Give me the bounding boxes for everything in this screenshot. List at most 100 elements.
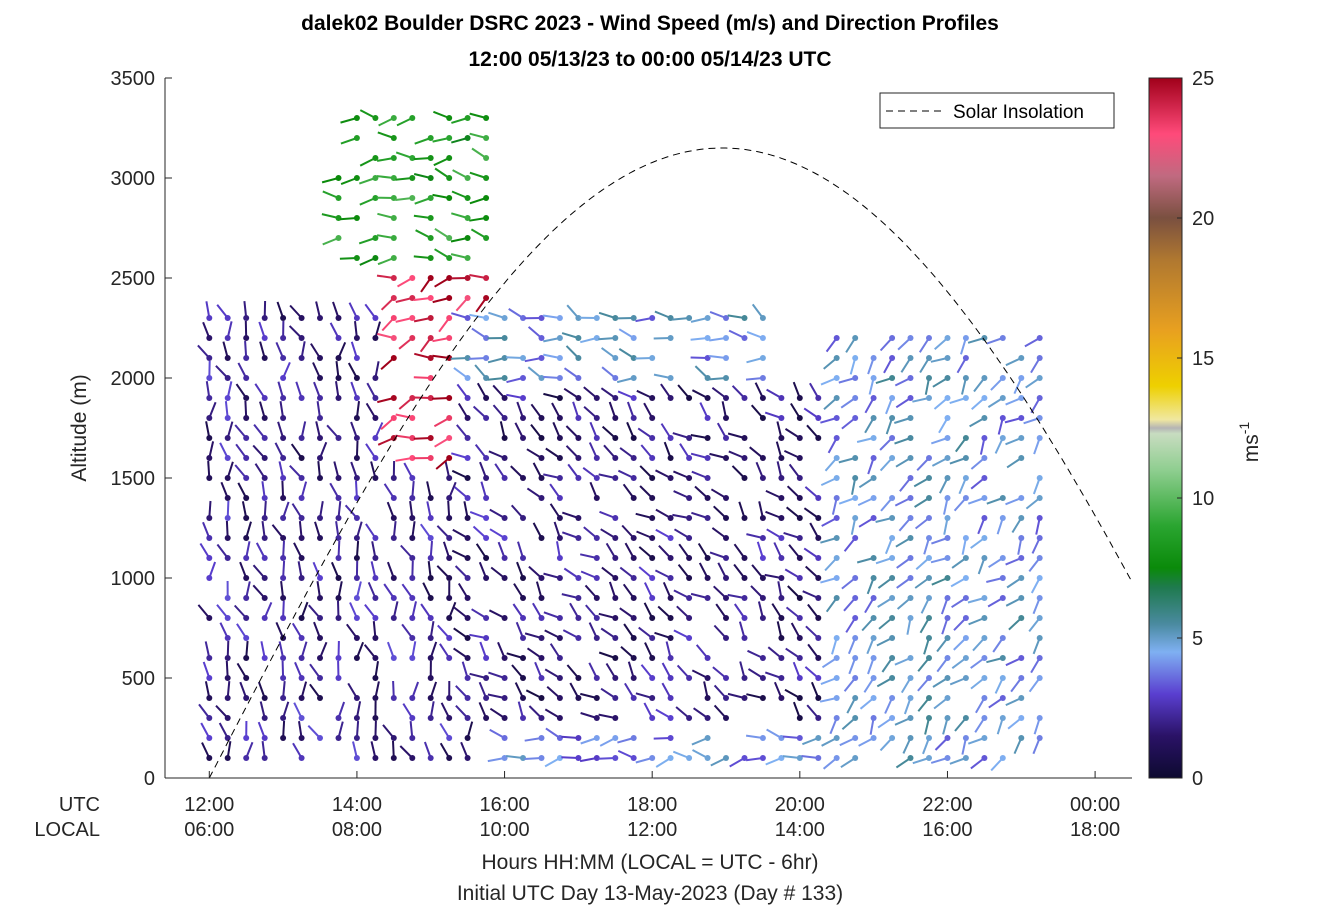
wind-barb-dot [741,755,748,761]
wind-barb-dot [630,655,637,661]
wind-barb-dot [852,395,859,401]
wind-barb-dot [999,695,1006,701]
wind-barb-dot [704,655,711,661]
x-axis-label-2: Initial UTC Day 13-May-2023 (Day # 133) [457,882,843,905]
wind-barb-dot [944,395,951,401]
wind-barb-dot [446,175,453,181]
wind-barb-dot [538,735,545,741]
wind-barb-dot [483,335,490,341]
wind-barb-dot [427,675,434,681]
wind-barb-dot [409,595,416,601]
wind-barb-dot [778,435,785,441]
wind-barb-dot [575,755,582,761]
wind-barb-dot [962,495,969,501]
wind-barb-dot [372,395,379,401]
wind-barb-dot [520,695,526,701]
wind-barb-dot [335,575,342,581]
wind-barb-dot [335,495,342,501]
x-tick-label-utc: 12:00 [184,794,234,816]
wind-barb-dot [575,415,582,421]
wind-barb-dot [317,415,323,421]
wind-barb-dot [833,555,840,561]
wind-barb-dot [667,615,674,621]
wind-barb-dot [575,575,582,581]
wind-barb-dot [759,395,766,401]
wind-barb-dot [556,535,563,541]
wind-barb-dot [962,595,969,601]
wind-barb-dot [409,535,416,541]
wind-barb-dot [981,755,988,761]
x-tick-label-local: 16:00 [922,819,972,841]
wind-barb-dot [483,615,490,621]
wind-barb-dot [723,595,729,601]
wind-barb-dot [224,415,231,421]
wind-barb-dot [907,495,914,501]
wind-barb-dot [981,475,988,481]
wind-barb-dot [575,635,582,641]
wind-barb-dot [796,535,803,541]
wind-barb-dot [981,695,988,701]
wind-barb-dot [483,655,490,661]
wind-barb-dot [538,375,545,381]
wind-barb-dot [335,395,342,401]
wind-barb-dot [243,755,250,761]
wind-barb-dot [464,275,471,281]
wind-barb-dot [686,455,693,461]
wind-barb-dot [483,475,490,481]
wind-barb-dot [796,635,803,641]
wind-barb-dot [446,255,453,261]
wind-barb-dot [372,535,379,541]
wind-barb-dot [224,495,231,501]
wind-barb-dot [206,515,213,521]
wind-barb-dot [372,695,379,701]
wind-barb-dot [815,395,822,401]
wind-barb-dot [999,515,1006,521]
wind-barb-dot [427,335,434,341]
wind-barb-dot [353,535,360,541]
wind-barb-dot [593,615,600,621]
wind-barb-dot [667,595,674,601]
wind-barb-dot [1036,475,1043,481]
wind-barb-dot [464,435,471,441]
wind-barb-dot [612,755,619,761]
wind-barb-dot [593,715,600,721]
wind-barb-dot [280,455,287,461]
wind-barb-dot [870,375,877,381]
wind-barb-dot [538,655,545,661]
x-tick-label-utc: 16:00 [480,794,530,816]
wind-barb-dot [446,295,453,301]
wind-barb-dot [704,555,711,561]
wind-barb-dot [261,555,268,561]
wind-barb-dot [815,615,822,621]
wind-barb-dot [427,235,434,241]
wind-barb-dot [520,595,526,601]
wind-barb-dot [796,675,803,681]
wind-barb-dot [427,635,434,641]
wind-barb-dot [759,355,766,361]
wind-barb-dot [612,735,619,741]
wind-barb-dot [446,635,453,641]
wind-barb-dot [427,155,434,161]
wind-barb-dot [759,315,766,321]
wind-barb-dot [556,435,563,441]
wind-barb-dot [907,415,914,421]
wind-barb-dot [427,695,434,701]
wind-barb-dot [704,715,711,721]
wind-barb-dot [261,655,268,661]
wind-barb-dot [723,675,729,681]
wind-barb-dot [907,355,914,361]
wind-barb-dot [243,575,250,581]
wind-barb-dot [206,655,213,661]
wind-barb-dot [390,195,397,201]
wind-barb-dot [556,355,563,361]
wind-barb-dot [723,755,729,761]
colorbar-ticks: 0 5 10 15 20 25 [1177,68,1214,790]
wind-barb-dot [649,755,656,761]
wind-barb-dot [390,515,397,521]
wind-barb-dot [575,395,582,401]
wind-barb-dot [852,635,859,641]
wind-barb-dot [870,495,877,501]
wind-barb-dot [280,595,287,601]
wind-barb-dot [962,335,969,341]
wind-barb-dot [575,455,582,461]
